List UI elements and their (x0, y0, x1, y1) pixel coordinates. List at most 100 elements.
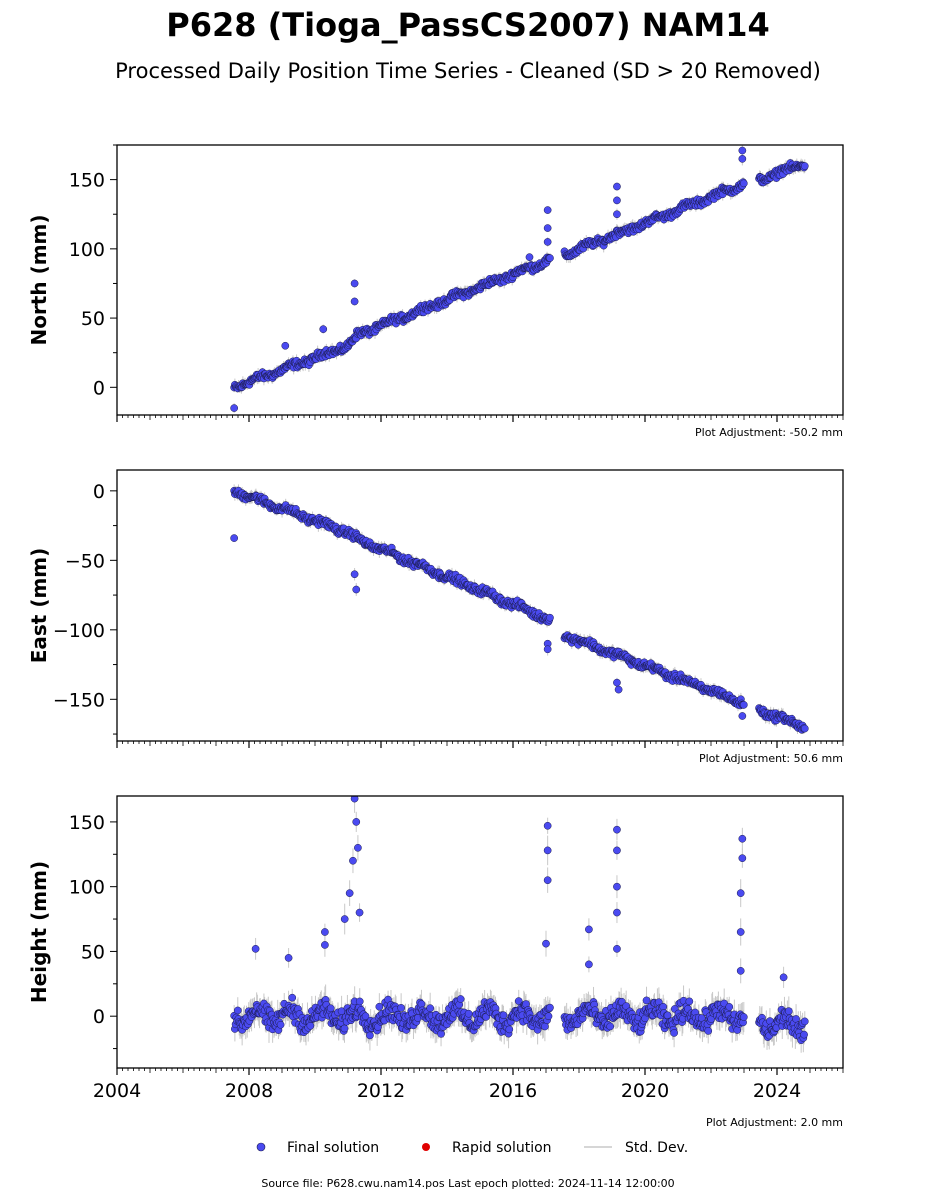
final-solution-point (613, 210, 621, 219)
final-solution-point (350, 297, 359, 306)
final-solution-point (546, 254, 554, 262)
final-solution-point (514, 997, 523, 1005)
final-solution-point (456, 995, 465, 1003)
final-solution-point (352, 585, 361, 594)
final-solution-point (276, 1020, 285, 1029)
final-solution-point (738, 854, 747, 863)
final-solution-point (736, 928, 745, 936)
final-solution-point (543, 821, 552, 830)
final-solution-point (613, 944, 621, 953)
final-solution-point (349, 856, 357, 865)
chart-subtitle: Processed Daily Position Time Series - C… (115, 59, 821, 83)
final-solution-point (350, 796, 359, 803)
final-solution-point (340, 1024, 349, 1033)
y-tick-label: −50 (65, 550, 105, 572)
final-solution-point (642, 996, 651, 1005)
final-solution-point (426, 1004, 435, 1013)
final-solution-point (543, 645, 552, 654)
final-solution-point (340, 915, 349, 923)
y-tick-label: 100 (69, 239, 105, 261)
final-solution-point (230, 534, 238, 542)
final-solution-point (321, 928, 329, 936)
final-solution-point (613, 846, 621, 855)
final-solution-point (613, 882, 621, 891)
final-solution-point (800, 1017, 809, 1026)
final-solution-point (736, 967, 745, 975)
final-solution-point (543, 206, 552, 214)
y-axis-label: North (mm) (27, 214, 51, 345)
final-solution-point (800, 1030, 808, 1039)
y-tick-label: 50 (81, 308, 105, 330)
final-solution-point (499, 1011, 508, 1020)
final-solution-point (725, 1003, 734, 1011)
final-solution-point (544, 1012, 553, 1021)
y-axis-label: East (mm) (27, 548, 51, 664)
final-solution-point (319, 325, 328, 334)
final-solution-point (585, 925, 593, 934)
final-solution-point (739, 179, 748, 188)
plot-adjustment-note: Plot Adjustment: -50.2 mm (695, 426, 843, 439)
final-solution-point (417, 1000, 426, 1008)
final-solution-point (345, 889, 354, 897)
final-solution-point (585, 960, 593, 969)
final-solution-point (543, 224, 552, 232)
final-solution-point (281, 341, 290, 350)
final-solution-point (355, 908, 364, 917)
final-solution-point (613, 182, 621, 191)
final-solution-point (800, 162, 809, 170)
final-solution-point (505, 1025, 514, 1034)
plot-adjustment-note: Plot Adjustment: 50.6 mm (699, 752, 843, 765)
final-solution-point (738, 834, 747, 843)
final-solution-point (613, 196, 621, 205)
final-solution-point (685, 997, 694, 1006)
data-points (230, 145, 809, 413)
final-solution-point (779, 973, 788, 982)
final-solution-point (251, 944, 260, 953)
y-tick-label: −150 (53, 689, 105, 711)
final-solution-point (230, 404, 238, 412)
final-solution-point (736, 889, 745, 897)
final-solution-point (326, 1004, 335, 1013)
final-solution-point (739, 1013, 748, 1021)
final-solution-point (738, 154, 747, 163)
final-solution-point (613, 908, 621, 917)
final-solution-point (397, 1004, 405, 1012)
final-solution-point (437, 1030, 445, 1038)
final-solution-point (784, 1007, 793, 1015)
chart-title: P628 (Tioga_PassCS2007) NAM14 (166, 6, 769, 44)
final-solution-point (739, 701, 748, 709)
y-tick-label: 150 (69, 170, 105, 192)
final-solution-point (738, 146, 747, 155)
final-solution-point (288, 993, 297, 1002)
final-solution-point (350, 570, 359, 579)
final-solution-point (613, 825, 621, 834)
final-solution-point (525, 253, 534, 262)
final-solution-point (354, 843, 362, 852)
final-solution-point (350, 279, 359, 288)
final-solution-point (606, 1022, 615, 1031)
final-solution-point (352, 818, 361, 826)
data-points (230, 796, 809, 1053)
final-solution-point (321, 941, 329, 949)
final-solution-point (800, 724, 809, 733)
final-solution-point (543, 876, 552, 885)
final-solution-point (542, 939, 550, 948)
final-solution-point (704, 1027, 713, 1035)
y-tick-label: 0 (93, 481, 105, 503)
final-solution-point (543, 238, 552, 246)
final-solution-point (546, 1003, 554, 1012)
final-solution-point (366, 1031, 374, 1040)
north-panel: 0 50 100 150 North (mm) Plot Adjustment: -50.… (27, 144, 844, 439)
final-solution-point (361, 1012, 370, 1021)
y-tick-label: 0 (93, 377, 105, 399)
final-solution-point (543, 846, 552, 855)
data-points (230, 484, 809, 734)
final-solution-point (284, 954, 293, 962)
y-tick-label: −100 (53, 620, 105, 642)
final-solution-point (464, 1009, 473, 1018)
final-solution-point (306, 1021, 315, 1030)
final-solution-point (670, 1029, 678, 1037)
final-solution-point (614, 685, 623, 694)
